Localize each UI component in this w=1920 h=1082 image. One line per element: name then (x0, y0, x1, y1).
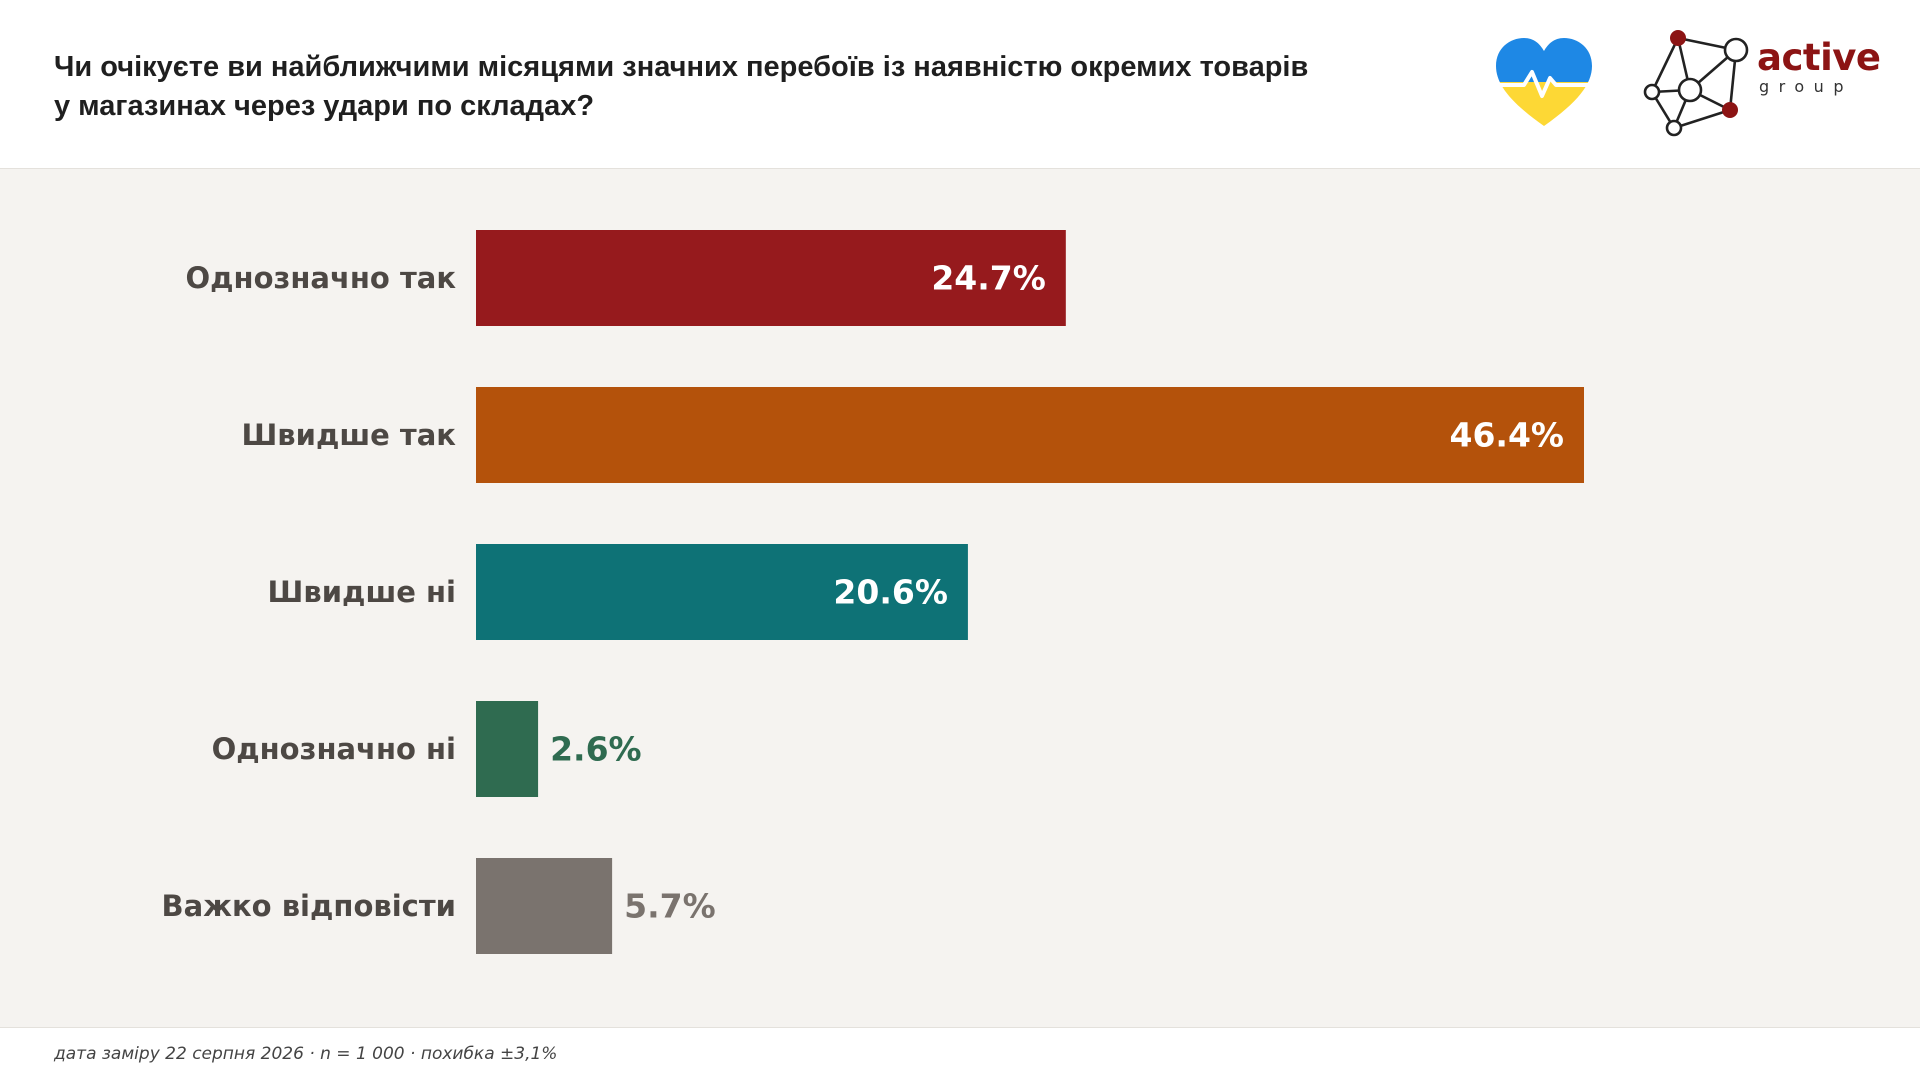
bar-3 (476, 544, 968, 640)
header: Чи очікуєте ви найближчими місяцями знач… (0, 0, 1920, 169)
category-label-3: Швидше ні (268, 575, 456, 609)
category-label-2: Швидше так (241, 418, 456, 452)
chart-title-line-2: у магазинах через удари по складах? (54, 90, 595, 122)
chart-area: Однозначно так 24.7% Швидше так 46.4% Швидше… (0, 169, 1920, 1027)
value-label-4: 2.6% (550, 730, 642, 769)
bar-4 (476, 701, 539, 797)
category-label-4: Однозначно ні (212, 732, 456, 766)
category-label-1: Однозначно так (185, 261, 456, 295)
value-label-1: 24.7% (931, 259, 1046, 298)
ukraine-heart-pulse-icon (1490, 38, 1598, 126)
active-group-logo-icon (1643, 30, 1749, 137)
chart-title: Чи очікуєте ви найближчими місяцями знач… (54, 48, 1474, 126)
brand-sub: group (1759, 77, 1853, 96)
footer: дата заміру 22 серпня 2026 · n = 1 000 ·… (0, 1027, 1920, 1082)
survey-note: дата заміру 22 серпня 2026 · n = 1 000 ·… (54, 1044, 558, 1064)
value-label-2: 46.4% (1450, 416, 1565, 455)
brand-text: active group (1757, 36, 1881, 96)
value-label-5: 5.7% (624, 887, 716, 926)
value-label-3: 20.6% (833, 573, 948, 612)
bar-1 (476, 230, 1066, 326)
chart-title-line-1: Чи очікуєте ви найближчими місяцями знач… (54, 51, 1309, 83)
bar-5 (476, 858, 613, 954)
bar-2 (476, 387, 1584, 483)
brand-name: active (1757, 36, 1881, 79)
bar-chart: Однозначно так 24.7% Швидше так 46.4% Швидше… (161, 230, 1584, 954)
category-label-5: Важко відповісти (161, 889, 456, 923)
